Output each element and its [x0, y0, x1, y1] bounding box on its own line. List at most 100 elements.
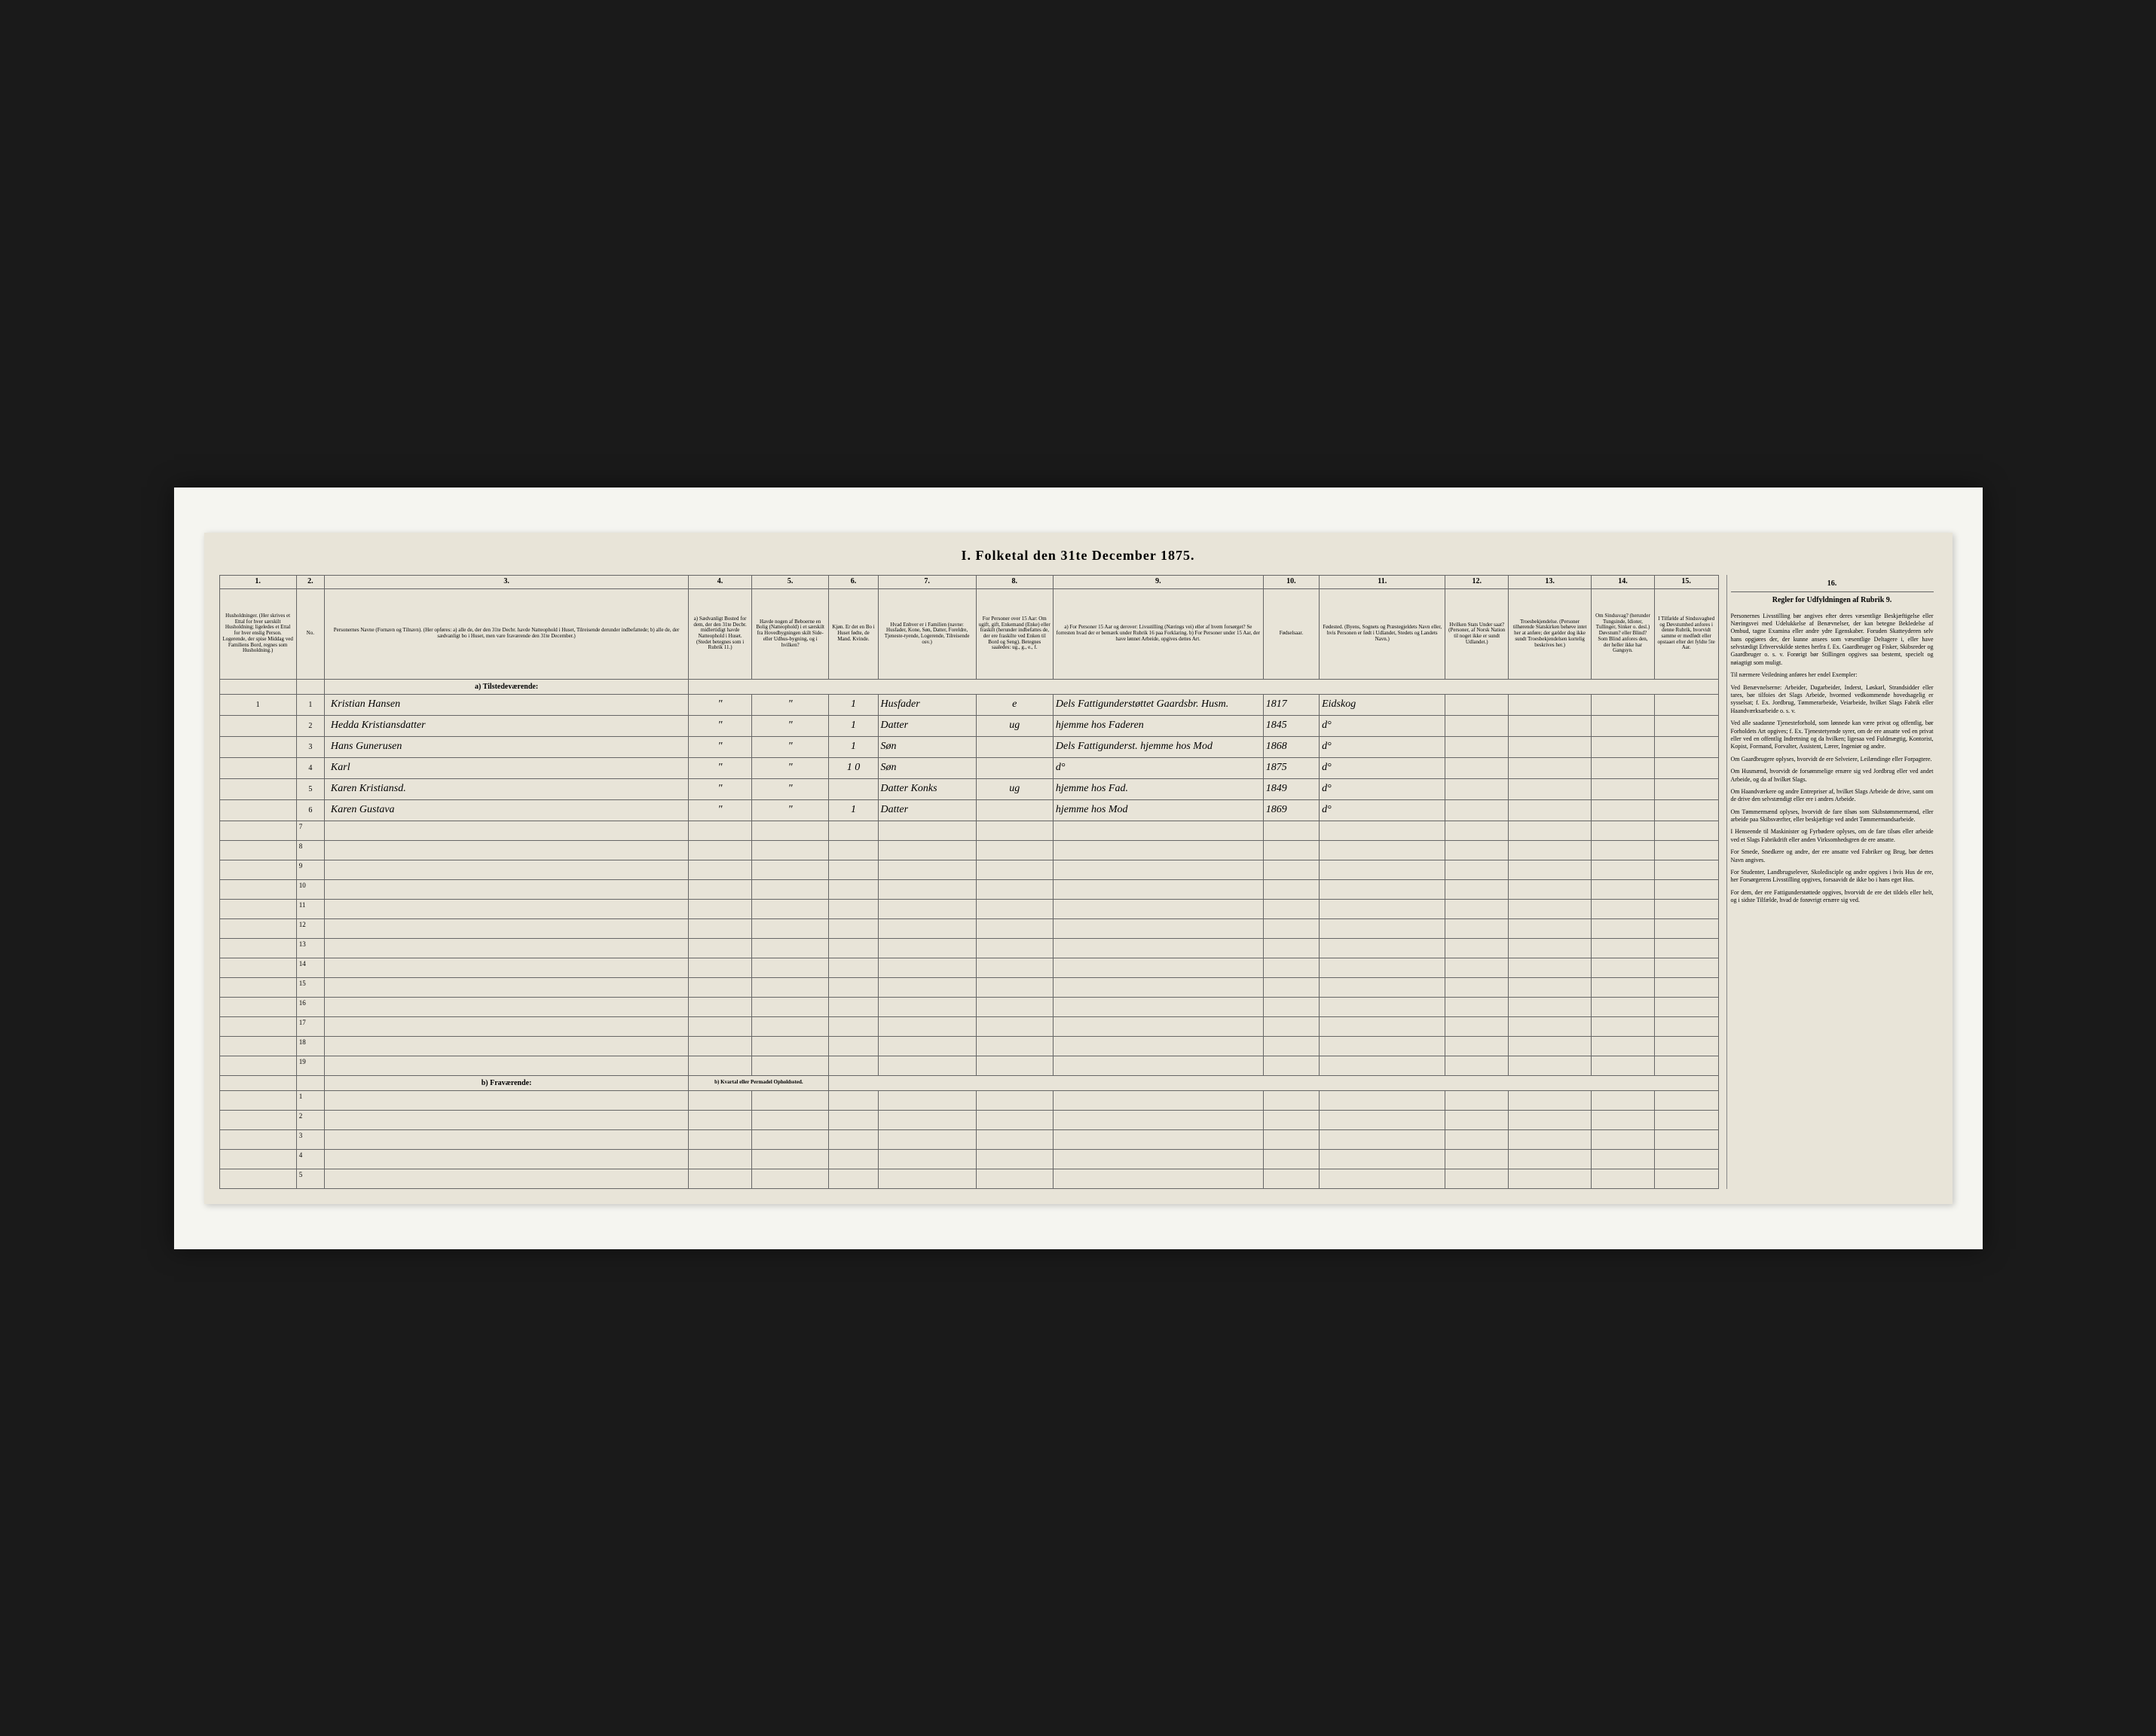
empty-row: 19 — [219, 1056, 1718, 1075]
c5-cell: " — [751, 694, 829, 715]
c15-cell — [1654, 778, 1718, 799]
c10-cell: 1868 — [1263, 736, 1319, 757]
c13-cell — [1509, 799, 1592, 821]
table-body: a) Tilstedeværende:11Kristian Hansen""1H… — [219, 679, 1718, 1188]
rownum-cell: 1 — [296, 1090, 324, 1110]
col-num-15: 15. — [1654, 575, 1718, 588]
c11-cell: Eidskog — [1320, 694, 1445, 715]
rownum-cell: 16 — [296, 997, 324, 1016]
rules-paragraph: Ved Benævnelserne: Arbeider, Dagarbeider… — [1731, 684, 1934, 716]
rownum-cell: 13 — [296, 938, 324, 958]
household-cell — [219, 799, 296, 821]
rownum-cell: 17 — [296, 1016, 324, 1036]
c7-cell: Søn — [878, 736, 976, 757]
c11-cell: d° — [1320, 715, 1445, 736]
c14-cell — [1592, 799, 1655, 821]
c9-cell: Dels Fattigunderstøttet Gaardsbr. Husm. — [1053, 694, 1263, 715]
c4-cell: " — [689, 799, 752, 821]
table-row: 3Hans Gunerusen""1SønDels Fattigunderst.… — [219, 736, 1718, 757]
c15-cell — [1654, 715, 1718, 736]
col-hdr-4: a) Sædvanligt Bosted for dem, der den 31… — [689, 588, 752, 679]
table-area: 1. 2. 3. 4. 5. 6. 7. 8. 9. 10. 11. 12. — [219, 575, 1719, 1189]
column-label-row: Husholdninger. (Her skrives et Ettal for… — [219, 588, 1718, 679]
c7-cell: Datter — [878, 715, 976, 736]
c8-cell: ug — [976, 715, 1053, 736]
c5-cell: " — [751, 778, 829, 799]
household-cell — [219, 736, 296, 757]
document-title: I. Folketal den 31te December 1875. — [219, 548, 1937, 564]
table-row: 5Karen Kristiansd.""Datter Konksughjemme… — [219, 778, 1718, 799]
c5-cell: " — [751, 799, 829, 821]
col-hdr-12: Hvilken Stats Under saat? (Personer, af … — [1445, 588, 1509, 679]
col-hdr-10: Fødselsaar. — [1263, 588, 1319, 679]
c4-cell: " — [689, 778, 752, 799]
col-num-11: 11. — [1320, 575, 1445, 588]
rownum-cell: 18 — [296, 1036, 324, 1056]
rules-paragraph: For Studenter, Landbrugselever, Skoledis… — [1731, 869, 1934, 885]
rules-title: Regler for Udfyldningen af Rubrik 9. — [1731, 595, 1934, 605]
c11-cell: d° — [1320, 736, 1445, 757]
col-hdr-11: Fødested. (Byens, Sognets og Præstegjeld… — [1320, 588, 1445, 679]
c5-cell: " — [751, 757, 829, 778]
rownum-cell: 11 — [296, 899, 324, 918]
household-cell — [219, 778, 296, 799]
c4-cell: " — [689, 694, 752, 715]
c7-cell: Datter Konks — [878, 778, 976, 799]
empty-row: 16 — [219, 997, 1718, 1016]
c12-cell — [1445, 715, 1509, 736]
rownum-cell: 8 — [296, 840, 324, 860]
name-cell: Hedda Kristiansdatter — [324, 715, 688, 736]
c8-cell: ug — [976, 778, 1053, 799]
c7-cell: Husfader — [878, 694, 976, 715]
census-document: I. Folketal den 31te December 1875. 1. 2… — [204, 533, 1953, 1204]
empty-row: 10 — [219, 879, 1718, 899]
col-hdr-1: Husholdninger. (Her skrives et Ettal for… — [219, 588, 296, 679]
rownum-cell: 14 — [296, 958, 324, 977]
c10-cell: 1869 — [1263, 799, 1319, 821]
census-table: 1. 2. 3. 4. 5. 6. 7. 8. 9. 10. 11. 12. — [219, 575, 1719, 1189]
c11-cell: d° — [1320, 799, 1445, 821]
col-hdr-2: No. — [296, 588, 324, 679]
rownum-cell: 2 — [296, 1110, 324, 1129]
col-num-7: 7. — [878, 575, 976, 588]
rownum-cell: 12 — [296, 918, 324, 938]
rules-paragraph: For Smede, Snedkere og andre, der ere an… — [1731, 848, 1934, 864]
c15-cell — [1654, 694, 1718, 715]
rules-paragraph: I Henseende til Maskinister og Fyrbødere… — [1731, 828, 1934, 844]
c7-cell: Søn — [878, 757, 976, 778]
col-num-14: 14. — [1592, 575, 1655, 588]
empty-row: 12 — [219, 918, 1718, 938]
table-row: 11Kristian Hansen""1HusfadereDels Fattig… — [219, 694, 1718, 715]
c14-cell — [1592, 715, 1655, 736]
c8-cell — [976, 757, 1053, 778]
col-hdr-7: Hvad Enhver er i Familien (navne: Husfad… — [878, 588, 976, 679]
empty-row: 15 — [219, 977, 1718, 997]
c7-cell: Datter — [878, 799, 976, 821]
c6-cell — [829, 778, 878, 799]
c12-cell — [1445, 757, 1509, 778]
c10-cell: 1845 — [1263, 715, 1319, 736]
c9-cell: hjemme hos Fad. — [1053, 778, 1263, 799]
rules-sidebar: 16. Regler for Udfyldningen af Rubrik 9.… — [1726, 575, 1937, 1189]
c6-cell: 1 0 — [829, 757, 878, 778]
rownum-cell: 2 — [296, 715, 324, 736]
photo-frame: I. Folketal den 31te December 1875. 1. 2… — [174, 487, 1983, 1249]
main-layout: 1. 2. 3. 4. 5. 6. 7. 8. 9. 10. 11. 12. — [219, 575, 1937, 1189]
rownum-cell: 19 — [296, 1056, 324, 1075]
empty-row: 13 — [219, 938, 1718, 958]
c11-cell: d° — [1320, 757, 1445, 778]
col-num-9: 9. — [1053, 575, 1263, 588]
rownum-cell: 5 — [296, 1169, 324, 1188]
c9-cell: Dels Fattigunderst. hjemme hos Mod — [1053, 736, 1263, 757]
name-cell: Karen Kristiansd. — [324, 778, 688, 799]
section-b-header: b) Fraværende:b) Kvartal eller Permadel … — [219, 1075, 1718, 1090]
c14-cell — [1592, 694, 1655, 715]
c15-cell — [1654, 736, 1718, 757]
c10-cell: 1875 — [1263, 757, 1319, 778]
col-hdr-13: Troesbekjendelse. (Personer tilhørende S… — [1509, 588, 1592, 679]
rownum-cell: 3 — [296, 736, 324, 757]
c13-cell — [1509, 715, 1592, 736]
empty-row: 14 — [219, 958, 1718, 977]
col-num-2: 2. — [296, 575, 324, 588]
empty-row: 17 — [219, 1016, 1718, 1036]
